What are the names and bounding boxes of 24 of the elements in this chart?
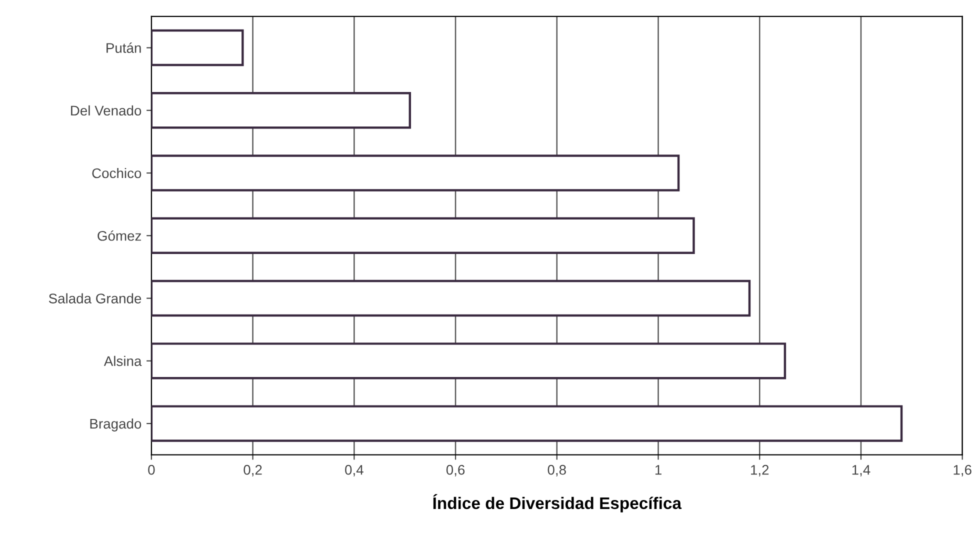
y-tick-label: Salada Grande [48,293,142,304]
bar [151,154,680,192]
x-tick-label: 0,8 [548,464,566,476]
x-tick-label: 1 [655,465,662,475]
bar [151,280,751,317]
y-tick-label: Alsina [104,356,142,366]
bar [151,217,695,254]
x-tick-label: 1,4 [852,465,870,476]
x-tick-label: 0,2 [244,464,262,476]
x-tick-label: 1,2 [751,464,769,476]
x-tick-label: 1,6 [954,464,972,476]
x-tick-label: 0 [148,464,155,475]
y-tick-label: Del Venado [71,105,142,116]
bar [151,405,903,442]
y-tick-label: Pután [106,42,141,53]
bar [151,92,412,129]
x-tick-label: 0,6 [446,464,465,476]
y-tick-label: Gómez [98,230,142,241]
bar [151,29,244,66]
y-tick-label: Bragado [90,418,142,432]
bar [151,342,786,380]
x-axis-title: Índice de Diversidad Específica [433,494,682,512]
x-tick-label: 0,4 [345,464,364,476]
y-tick-label: Cochico [92,168,142,178]
